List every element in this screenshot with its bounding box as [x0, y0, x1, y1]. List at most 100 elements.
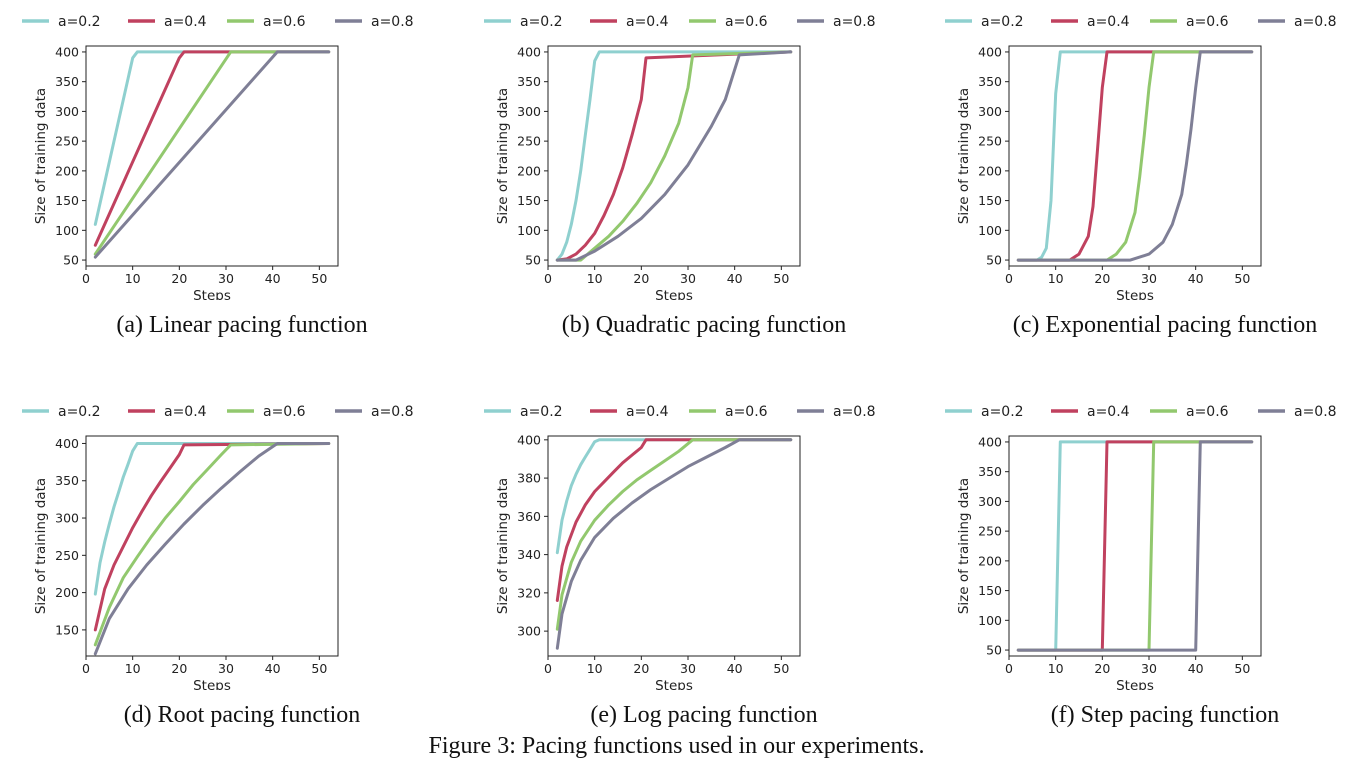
x-tick-label: 50	[1234, 661, 1250, 676]
x-tick-label: 10	[587, 271, 603, 286]
legend-item-a-0-2: a=0.2	[945, 404, 1024, 420]
series-line-a-0-2	[1016, 50, 1254, 262]
legend-item-a-0-4: a=0.4	[1051, 404, 1130, 420]
y-tick-label: 400	[978, 44, 1002, 59]
x-tick-label: 30	[1141, 661, 1157, 676]
x-tick-label: 0	[82, 661, 90, 676]
plot-frame	[547, 435, 801, 657]
plot-frame	[85, 45, 339, 267]
x-tick-label: 20	[171, 661, 187, 676]
legend-label: a=0.6	[725, 404, 768, 420]
y-tick-label: 250	[55, 548, 79, 563]
plot-frame	[547, 45, 801, 267]
legend-label: a=0.2	[981, 404, 1024, 420]
x-tick-label: 10	[125, 661, 141, 676]
legend-item-a-0-6: a=0.6	[1150, 14, 1229, 30]
x-tick-label: 20	[1094, 271, 1110, 286]
x-tick-label: 0	[1005, 271, 1013, 286]
series-line-a-0-6	[1016, 50, 1254, 262]
y-tick-label: 250	[978, 524, 1002, 539]
y-tick-label: 150	[55, 193, 79, 208]
caption-quadratic: (b) Quadratic pacing function	[561, 312, 847, 338]
series-line-a-0-8	[93, 50, 331, 259]
caption-linear: (a) Linear pacing function	[116, 312, 368, 338]
x-tick-label: 40	[1188, 271, 1204, 286]
y-tick-label: 50	[525, 253, 541, 268]
plot-frame	[85, 435, 339, 657]
series-line-a-0-6	[555, 50, 793, 262]
y-axis-label: Size of training data	[956, 478, 972, 614]
legend-label: a=0.4	[626, 14, 669, 30]
x-tick-label: 30	[680, 271, 696, 286]
legend-item-a-0-4: a=0.4	[128, 14, 207, 30]
legend-item-a-0-8: a=0.8	[1258, 404, 1337, 420]
legend-item-a-0-8: a=0.8	[1258, 14, 1337, 30]
x-tick-label: 10	[1048, 271, 1064, 286]
x-axis-label: Steps	[1116, 678, 1154, 690]
x-tick-label: 50	[311, 661, 327, 676]
legend-label: a=0.8	[1294, 14, 1337, 30]
x-tick-label: 20	[633, 271, 649, 286]
y-tick-label: 50	[986, 643, 1002, 658]
y-tick-label: 200	[978, 163, 1002, 178]
y-axis-label: Size of training data	[495, 478, 511, 614]
chart-panel-e: a=0.2 a=0.4 a=0.6 a=0.8 0 10 20 30 40 50 300 320 340…	[484, 390, 924, 750]
x-tick-label: 50	[773, 271, 789, 286]
x-tick-label: 0	[82, 271, 90, 286]
legend-item-a-0-2: a=0.2	[22, 404, 101, 420]
legend-item-a-0-4: a=0.4	[128, 404, 207, 420]
legend-label: a=0.4	[164, 14, 207, 30]
y-tick-label: 150	[978, 583, 1002, 598]
chart-exponential: a=0.2 a=0.4 a=0.6 a=0.8 0 10 20 30 40 50 50 100 150 2…	[945, 14, 1337, 300]
legend-item-a-0-2: a=0.2	[484, 404, 563, 420]
chart-panel-d: a=0.2 a=0.4 a=0.6 a=0.8 0 10 20 30 40 50 150 200 250…	[22, 390, 462, 750]
legend-label: a=0.8	[371, 14, 414, 30]
chart-linear: a=0.2 a=0.4 a=0.6 a=0.8 0 10 20 30 40 50 50 100 150 2…	[22, 14, 414, 300]
caption-root: (d) Root pacing function	[123, 702, 361, 728]
x-tick-label: 0	[1005, 661, 1013, 676]
legend-label: a=0.8	[371, 404, 414, 420]
y-tick-label: 200	[55, 585, 79, 600]
legend-label: a=0.2	[520, 404, 563, 420]
y-tick-label: 350	[978, 464, 1002, 479]
caption-exponential: (c) Exponential pacing function	[1012, 312, 1318, 338]
y-tick-label: 350	[978, 74, 1002, 89]
legend-label: a=0.6	[725, 14, 768, 30]
legend-label: a=0.6	[263, 404, 306, 420]
x-tick-label: 10	[1048, 661, 1064, 676]
legend-label: a=0.4	[1087, 14, 1130, 30]
series-line-a-0-6	[93, 50, 331, 256]
x-tick-label: 0	[544, 661, 552, 676]
legend-item-a-0-6: a=0.6	[689, 404, 768, 420]
x-tick-label: 50	[311, 271, 327, 286]
y-tick-label: 300	[55, 511, 79, 526]
y-tick-label: 300	[978, 104, 1002, 119]
x-tick-label: 30	[218, 661, 234, 676]
series-line-a-0-2	[1016, 440, 1254, 652]
y-tick-label: 100	[517, 223, 541, 238]
x-tick-label: 10	[587, 661, 603, 676]
x-tick-label: 40	[265, 271, 281, 286]
series-line-a-0-8	[555, 50, 793, 262]
y-tick-label: 150	[55, 622, 79, 637]
series-line-a-0-8	[555, 438, 793, 650]
legend-item-a-0-8: a=0.8	[797, 14, 876, 30]
y-tick-label: 250	[978, 134, 1002, 149]
y-tick-label: 360	[517, 509, 541, 524]
legend-item-a-0-2: a=0.2	[945, 14, 1024, 30]
y-tick-label: 100	[978, 223, 1002, 238]
x-axis-label: Steps	[655, 678, 693, 690]
y-tick-label: 400	[517, 44, 541, 59]
chart-log: a=0.2 a=0.4 a=0.6 a=0.8 0 10 20 30 40 50 300 320 340…	[484, 404, 876, 690]
y-tick-label: 100	[978, 613, 1002, 628]
legend-label: a=0.8	[833, 14, 876, 30]
y-tick-label: 350	[55, 74, 79, 89]
legend-label: a=0.4	[626, 404, 669, 420]
legend-label: a=0.2	[58, 404, 101, 420]
legend-item-a-0-4: a=0.4	[1051, 14, 1130, 30]
x-axis-label: Steps	[1116, 288, 1154, 300]
y-axis-label: Size of training data	[33, 478, 49, 614]
x-tick-label: 30	[1141, 271, 1157, 286]
chart-step: a=0.2 a=0.4 a=0.6 a=0.8 0 10 20 30 40 50 50 100 150 2…	[945, 404, 1337, 690]
y-axis-label: Size of training data	[956, 88, 972, 224]
